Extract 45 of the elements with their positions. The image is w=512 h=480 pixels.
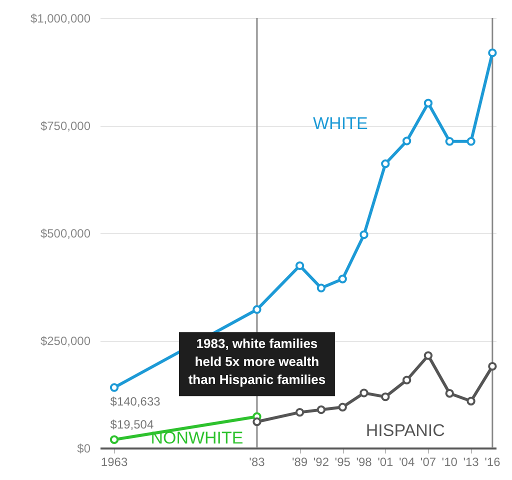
point [466,396,476,406]
point [360,388,368,398]
point [445,389,454,398]
y-tick-label: $0 [77,442,91,456]
data-label: $140,633 [110,394,161,409]
point [424,351,433,360]
x-tick-label: '89 [292,455,308,469]
annotation: 1983, white families held 5x more wealth than Hispanic families [188,336,326,388]
x-tick-label: '01 [378,455,394,469]
x-tick-label: '16 [484,455,501,469]
point [402,376,412,384]
point [316,405,326,414]
point [252,305,262,314]
x-tick-label: '92 [313,455,330,469]
point [381,159,390,168]
point [316,284,326,292]
x-tick-label: '10 [442,455,458,469]
point [424,98,433,108]
series-label: HISPANIC [366,420,445,440]
point [466,137,476,146]
point [110,383,119,392]
y-tick-label: $500,000 [40,226,91,240]
point [488,362,497,371]
x-tick-label: '07 [420,455,436,469]
series-label: WHITE [313,114,368,133]
y-tick-label: $1,000,000 [30,12,91,26]
point [252,417,262,426]
point [295,261,304,270]
y-tick-label: $750,000 [40,119,91,133]
x-tick-label: '98 [356,455,372,469]
x-tick-label: '83 [249,455,266,469]
point [402,136,412,146]
point [110,435,119,444]
x-tick-label: '04 [398,455,415,469]
x-tick-label: 1963 [100,455,128,469]
point [338,274,347,284]
point [338,402,347,412]
point [488,48,497,58]
point [445,137,454,146]
point [360,230,368,240]
x-tick-label: '95 [334,455,351,469]
point [381,392,390,402]
x-tick-label: '13 [463,455,480,469]
y-tick-label: $250,000 [40,334,91,348]
point [295,408,304,417]
